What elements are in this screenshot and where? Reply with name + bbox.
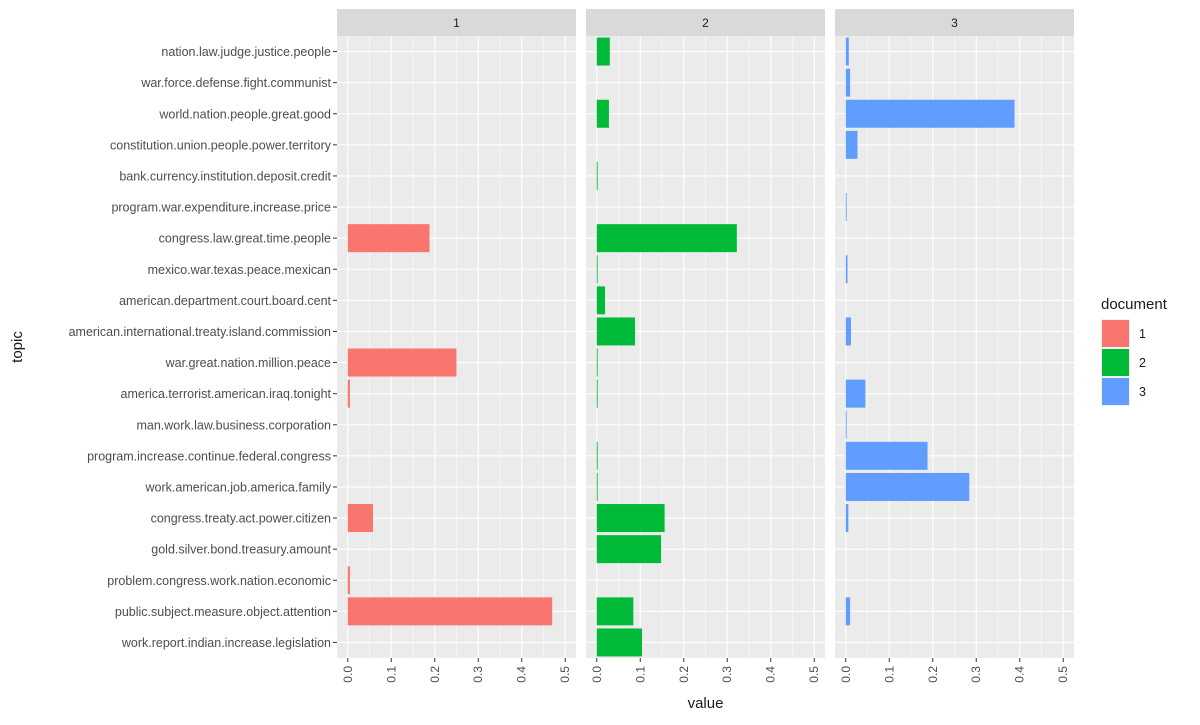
y-axis-title: topic bbox=[9, 331, 26, 363]
legend-title: document bbox=[1101, 296, 1168, 313]
y-tick-label: problem.congress.work.nation.economic bbox=[107, 574, 331, 588]
x-tick-label: 0.5 bbox=[1056, 666, 1070, 683]
y-tick-label: world.nation.people.great.good bbox=[158, 107, 331, 121]
x-tick-label: 0.0 bbox=[590, 666, 604, 683]
bar bbox=[596, 535, 662, 564]
bar bbox=[596, 317, 636, 346]
x-tick-label: 0.2 bbox=[428, 666, 442, 683]
bar bbox=[596, 348, 598, 377]
x-tick-label: 0.3 bbox=[471, 666, 485, 683]
bar bbox=[845, 130, 858, 159]
bar bbox=[596, 597, 634, 626]
bar bbox=[845, 317, 851, 346]
y-tick-label: man.work.law.business.corporation bbox=[136, 418, 331, 432]
x-tick-label: 0.3 bbox=[969, 666, 983, 683]
x-tick-label: 0.4 bbox=[764, 666, 778, 683]
bar bbox=[596, 224, 737, 253]
y-tick-label: nation.law.judge.justice.people bbox=[161, 45, 331, 59]
x-tick-label: 0.1 bbox=[633, 666, 647, 683]
bar bbox=[845, 597, 851, 626]
bar bbox=[845, 410, 847, 439]
bar bbox=[596, 255, 598, 284]
y-tick-label: american.international.treaty.island.com… bbox=[69, 325, 331, 339]
bar bbox=[596, 286, 606, 315]
legend-key bbox=[1102, 349, 1129, 376]
bar bbox=[845, 68, 851, 97]
y-tick-label: congress.law.great.time.people bbox=[159, 232, 331, 246]
x-tick-label: 0.5 bbox=[558, 666, 572, 683]
y-tick-label: constitution.union.people.power.territor… bbox=[110, 138, 332, 152]
x-tick-label: 0.4 bbox=[1013, 666, 1027, 683]
bar bbox=[596, 628, 642, 657]
x-tick-label: 0.2 bbox=[926, 666, 940, 683]
y-tick-label: work.american.job.america.family bbox=[145, 480, 332, 494]
bar bbox=[845, 255, 848, 284]
x-tick-label: 0.0 bbox=[839, 666, 853, 683]
bar bbox=[845, 504, 849, 533]
y-tick-label: gold.silver.bond.treasury.amount bbox=[151, 543, 331, 557]
bar bbox=[596, 99, 609, 128]
legend-label: 1 bbox=[1139, 327, 1146, 341]
x-axis-title: value bbox=[688, 695, 724, 712]
y-tick-label: work.report.indian.increase.legislation bbox=[121, 636, 331, 650]
x-tick-label: 0.0 bbox=[341, 666, 355, 683]
bar bbox=[845, 472, 970, 501]
y-tick-label: bank.currency.institution.deposit.credit bbox=[119, 169, 331, 183]
facet-label: 2 bbox=[702, 16, 709, 30]
y-tick-label: program.increase.continue.federal.congre… bbox=[87, 449, 331, 463]
bar bbox=[845, 99, 1015, 128]
legend-key bbox=[1102, 320, 1129, 347]
bar bbox=[347, 597, 553, 626]
y-tick-label: program.war.expenditure.increase.price bbox=[111, 201, 331, 215]
bar bbox=[347, 348, 457, 377]
bar bbox=[596, 504, 665, 533]
bar bbox=[845, 37, 849, 66]
facet-label: 1 bbox=[453, 16, 460, 30]
facet-strip bbox=[586, 9, 825, 36]
bar bbox=[347, 379, 350, 408]
facet-strip bbox=[337, 9, 576, 36]
bar bbox=[845, 379, 866, 408]
y-tick-label: mexico.war.texas.peace.mexican bbox=[148, 263, 331, 277]
x-tick-label: 0.4 bbox=[515, 666, 529, 683]
bar bbox=[596, 379, 598, 408]
x-tick-label: 0.2 bbox=[677, 666, 691, 683]
bar bbox=[347, 566, 350, 595]
bar bbox=[596, 161, 598, 190]
x-tick-label: 0.3 bbox=[720, 666, 734, 683]
bar bbox=[596, 472, 598, 501]
bar bbox=[845, 193, 847, 222]
facet-label: 3 bbox=[951, 16, 958, 30]
y-tick-label: american.department.court.board.cent bbox=[119, 294, 331, 308]
facet-strip bbox=[835, 9, 1074, 36]
x-tick-label: 0.5 bbox=[807, 666, 821, 683]
bar bbox=[347, 504, 373, 533]
bar bbox=[845, 441, 928, 470]
legend-label: 2 bbox=[1139, 356, 1146, 370]
legend-label: 3 bbox=[1139, 385, 1146, 399]
bar bbox=[347, 224, 430, 253]
bar bbox=[596, 37, 610, 66]
y-tick-label: public.subject.measure.object.attention bbox=[115, 605, 331, 619]
y-tick-label: war.great.nation.million.peace bbox=[165, 356, 331, 370]
y-tick-label: america.terrorist.american.iraq.tonight bbox=[121, 387, 332, 401]
y-tick-label: congress.treaty.act.power.citizen bbox=[151, 512, 331, 526]
y-tick-label: war.force.defense.fight.communist bbox=[140, 76, 331, 90]
bar bbox=[596, 441, 598, 470]
legend-key bbox=[1102, 378, 1129, 405]
x-tick-label: 0.1 bbox=[882, 666, 896, 683]
x-tick-label: 0.1 bbox=[384, 666, 398, 683]
